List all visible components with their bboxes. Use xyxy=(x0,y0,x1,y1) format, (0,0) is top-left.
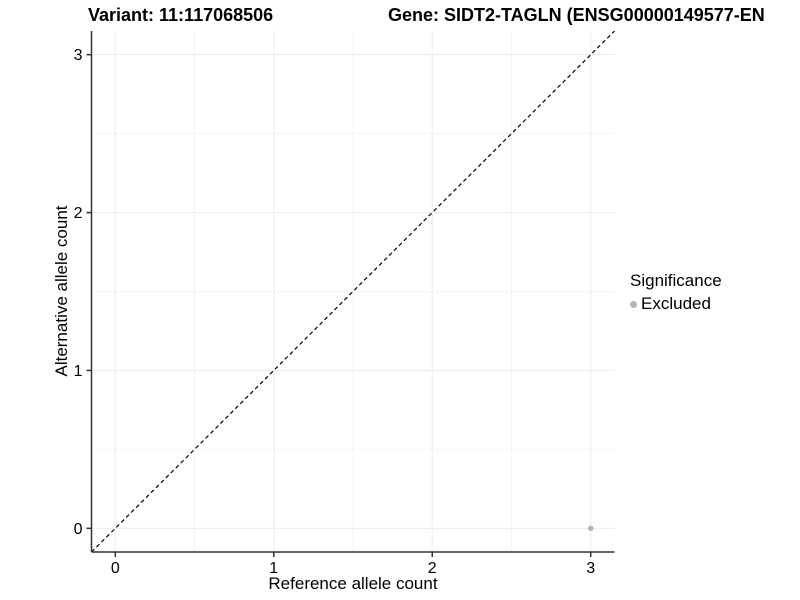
x-tick-label: 2 xyxy=(428,560,437,577)
variant-title: Variant: 11:117068506 xyxy=(88,5,274,25)
x-tick-label: 0 xyxy=(111,560,120,577)
y-tick-label: 3 xyxy=(74,47,83,64)
x-tick-label: 3 xyxy=(586,560,595,577)
legend-point-icon xyxy=(630,300,637,308)
y-tick-label: 0 xyxy=(74,521,83,538)
data-point xyxy=(588,525,594,532)
y-axis-label: Alternative allele count xyxy=(52,205,71,377)
legend: Significance Excluded xyxy=(630,271,722,314)
y-tick-label: 2 xyxy=(74,205,83,222)
gene-title: Gene: SIDT2-TAGLN (ENSG00000149577-EN xyxy=(388,5,765,25)
legend-item-label: Excluded xyxy=(641,294,711,313)
legend-item-excluded: Excluded xyxy=(630,294,722,314)
x-tick-label: 1 xyxy=(269,560,278,577)
y-tick-label: 1 xyxy=(74,363,83,380)
legend-title: Significance xyxy=(630,271,722,290)
x-axis-label: Reference allele count xyxy=(268,574,438,593)
